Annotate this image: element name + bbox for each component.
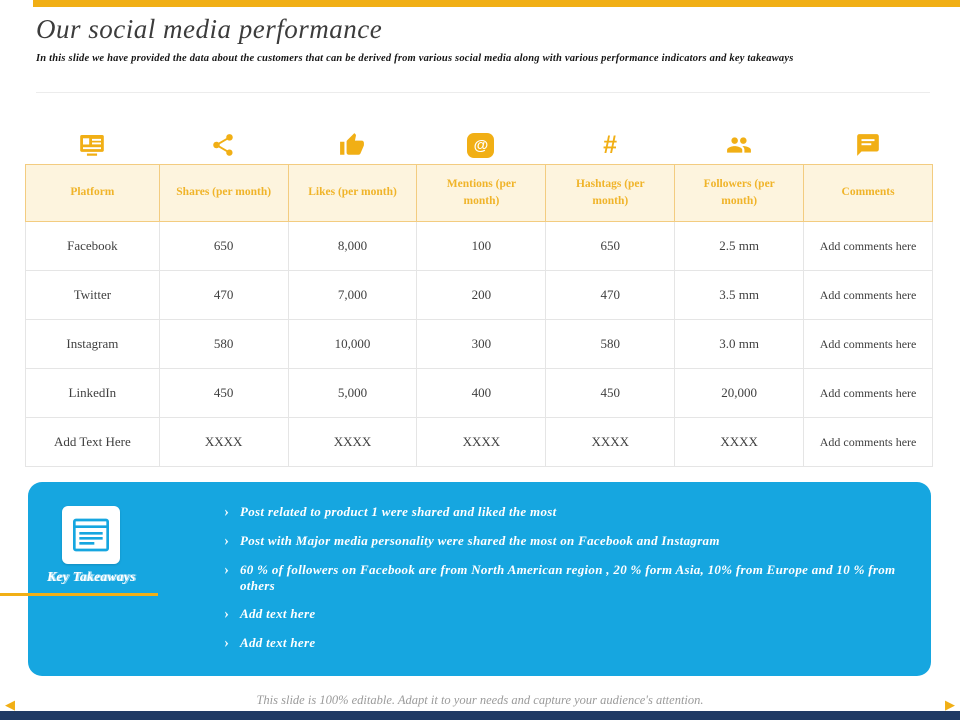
- table-cell: 450: [545, 369, 674, 417]
- table-cell: 300: [416, 320, 545, 368]
- table-cell: LinkedIn: [68, 385, 117, 400]
- key-takeaways-label: Key Takeaways: [47, 569, 136, 584]
- hashtag-icon: #: [603, 131, 618, 159]
- comments-placeholder-cell[interactable]: Add comments here: [803, 320, 932, 368]
- table-cell: 2.5 mm: [674, 222, 803, 270]
- list-item: › Add text here: [224, 606, 904, 623]
- table-cell: 450: [158, 369, 288, 417]
- comments-placeholder-cell[interactable]: Add comments here: [803, 418, 932, 466]
- text-placeholder-cell[interactable]: Add Text Here: [53, 434, 131, 449]
- table-cell: 8,000: [287, 222, 417, 270]
- people-icon: [675, 124, 804, 164]
- chevron-bullet-icon: ›: [224, 635, 229, 651]
- gold-underline: [0, 593, 158, 596]
- table-cell: 650: [158, 222, 288, 270]
- table-cell: 5,000: [287, 369, 417, 417]
- top-accent-bar: [33, 0, 960, 7]
- table-cell: 580: [158, 320, 288, 368]
- text-placeholder-cell[interactable]: XXXX: [416, 418, 545, 466]
- chevron-bullet-icon: ›: [224, 533, 229, 549]
- table-row: LinkedIn 450 5,000 400 450 20,000 Add co…: [25, 369, 933, 418]
- list-item: › Add text here: [224, 635, 904, 652]
- table-cell: 650: [545, 222, 674, 270]
- chevron-bullet-icon: ›: [224, 562, 229, 578]
- table-cell: 10,000: [287, 320, 417, 368]
- column-header: Likes (per month): [287, 165, 417, 221]
- table-cell: 7,000: [287, 271, 417, 319]
- text-placeholder[interactable]: Add text here: [240, 635, 316, 650]
- id-card-icon: [25, 124, 158, 164]
- page-title: Our social media performance: [36, 14, 383, 44]
- thumbs-up-icon: [287, 124, 416, 164]
- table-cell: 3.5 mm: [674, 271, 803, 319]
- comments-placeholder-cell[interactable]: Add comments here: [803, 271, 932, 319]
- table-cell: 470: [545, 271, 674, 319]
- column-header: Comments: [803, 165, 932, 221]
- share-icon: [158, 124, 287, 164]
- table-cell: Twitter: [73, 287, 112, 302]
- text-placeholder-cell[interactable]: XXXX: [287, 418, 417, 466]
- chevron-bullet-icon: ›: [224, 606, 229, 622]
- table-cell: 580: [545, 320, 674, 368]
- comments-placeholder-cell[interactable]: Add comments here: [803, 222, 932, 270]
- divider: [36, 92, 930, 93]
- column-header: Hashtags (per month): [545, 165, 674, 221]
- list-item: › 60 % of followers on Facebook are from…: [224, 562, 904, 594]
- bullet-text: Post with Major media personality were s…: [240, 533, 720, 548]
- column-icons-row: @ #: [25, 124, 933, 164]
- at-icon: @: [416, 124, 545, 164]
- table-row: Instagram 580 10,000 300 580 3.0 mm Add …: [25, 320, 933, 369]
- table-cell: 20,000: [674, 369, 803, 417]
- chevron-bullet-icon: ›: [224, 504, 229, 520]
- table-row: Facebook 650 8,000 100 650 2.5 mm Add co…: [25, 222, 933, 271]
- column-header: Mentions (per month): [416, 165, 545, 221]
- table-cell: 3.0 mm: [674, 320, 803, 368]
- text-placeholder-cell[interactable]: XXXX: [158, 418, 288, 466]
- browser-window-icon: [62, 506, 120, 564]
- column-header: Platform: [70, 186, 115, 199]
- table-cell: 470: [158, 271, 288, 319]
- table-cell: Instagram: [66, 336, 119, 351]
- social-media-table: @ # Platform Shares (per month): [25, 124, 933, 467]
- table-cell: 100: [416, 222, 545, 270]
- bullet-text: 60 % of followers on Facebook are from N…: [240, 562, 896, 593]
- next-slide-button[interactable]: ▶: [945, 698, 955, 713]
- table-cell: 400: [416, 369, 545, 417]
- table-row: Twitter 470 7,000 200 470 3.5 mm Add com…: [25, 271, 933, 320]
- bullet-text: Post related to product 1 were shared an…: [240, 504, 557, 519]
- list-item: › Post related to product 1 were shared …: [224, 504, 904, 521]
- text-placeholder-cell[interactable]: XXXX: [674, 418, 803, 466]
- table-row: Add Text Here XXXX XXXX XXXX XXXX XXXX A…: [25, 418, 933, 467]
- table-cell: 200: [416, 271, 545, 319]
- text-placeholder-cell[interactable]: XXXX: [545, 418, 674, 466]
- comment-icon: [804, 124, 933, 164]
- table-cell: Facebook: [67, 238, 118, 253]
- column-header: Shares (per month): [158, 165, 288, 221]
- key-takeaways-panel: [28, 482, 931, 676]
- column-header: Followers (per month): [674, 165, 803, 221]
- footer-note: This slide is 100% editable. Adapt it to…: [256, 693, 704, 707]
- list-item: › Post with Major media personality were…: [224, 533, 904, 550]
- previous-slide-button[interactable]: ◀: [5, 698, 15, 713]
- page-subtitle: In this slide we have provided the data …: [36, 53, 794, 64]
- takeaways-bullet-list: › Post related to product 1 were shared …: [224, 492, 904, 666]
- text-placeholder[interactable]: Add text here: [240, 606, 316, 621]
- table-header-row: Platform Shares (per month) Likes (per m…: [25, 164, 933, 222]
- comments-placeholder-cell[interactable]: Add comments here: [803, 369, 932, 417]
- bottom-navy-bar: [0, 711, 960, 720]
